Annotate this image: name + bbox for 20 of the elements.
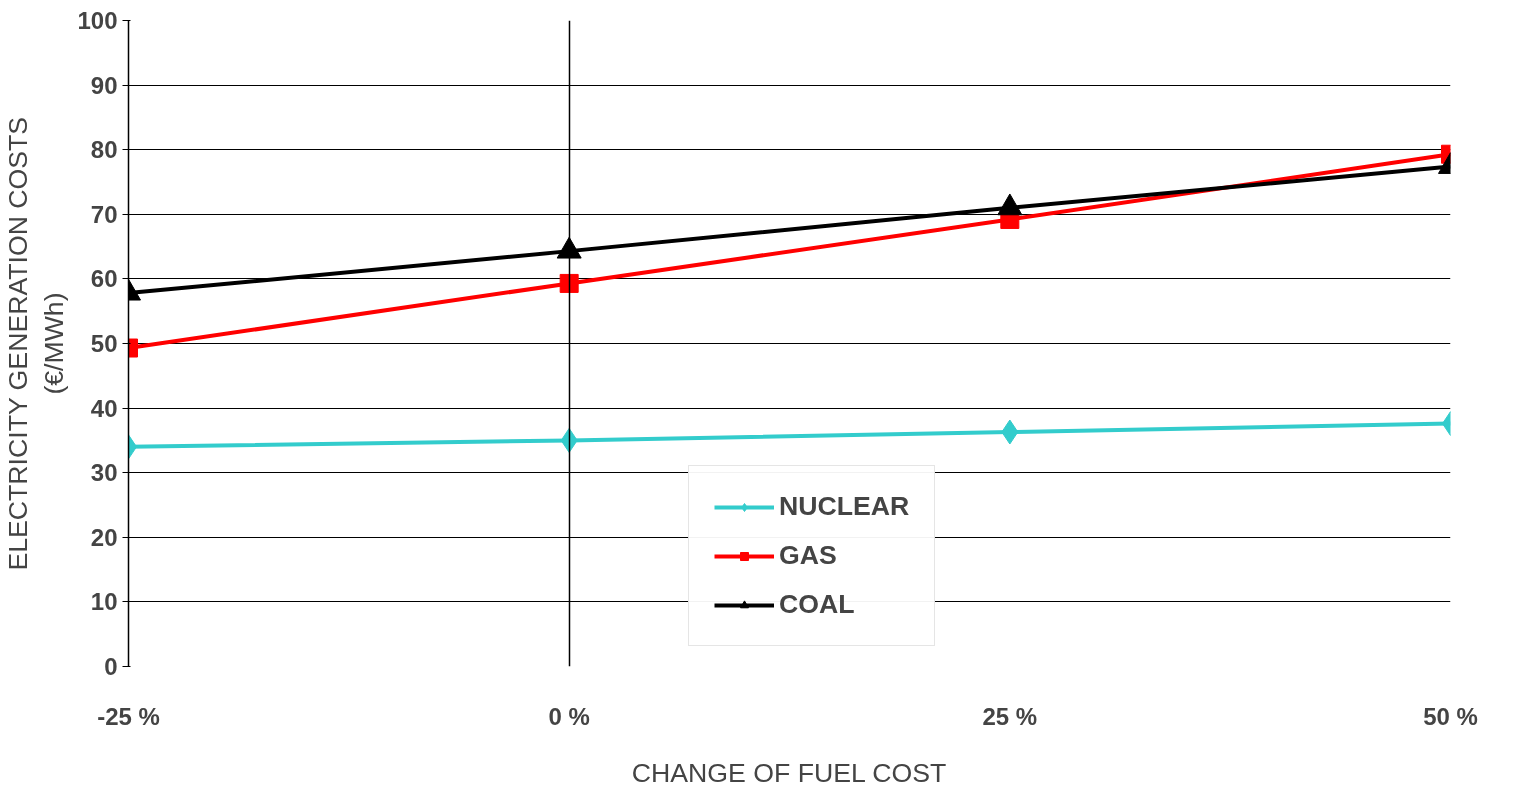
legend-label: NUCLEAR <box>779 491 910 522</box>
x-tick-label: 0 % <box>548 702 590 730</box>
x-tick-label: 50 % <box>1423 702 1478 730</box>
x-tick-label: 25 % <box>982 702 1038 730</box>
y-axis-title: ELECTRICITY GENERATION COSTS (€/MWh) <box>3 116 70 571</box>
y-tick-label: 10 <box>90 588 118 616</box>
y-tick-label: 90 <box>90 71 118 99</box>
y-tick-label: 30 <box>90 459 118 487</box>
y-tick-label: 40 <box>90 394 118 422</box>
y-tick-label: 60 <box>90 265 118 293</box>
y-tick-label: 50 <box>90 330 118 357</box>
x-axis-title: CHANGE OF FUEL COST <box>631 757 947 788</box>
y-tick-label: 0 <box>104 653 118 680</box>
y-tick-label: 70 <box>90 200 118 228</box>
y-tick-label: 80 <box>90 136 118 164</box>
x-tick-label: -25 % <box>97 702 160 730</box>
legend-label: COAL <box>779 589 855 620</box>
y-tick-label: 20 <box>90 523 118 551</box>
y-tick-label: 100 <box>77 7 118 34</box>
legend-label: GAS <box>779 540 837 571</box>
